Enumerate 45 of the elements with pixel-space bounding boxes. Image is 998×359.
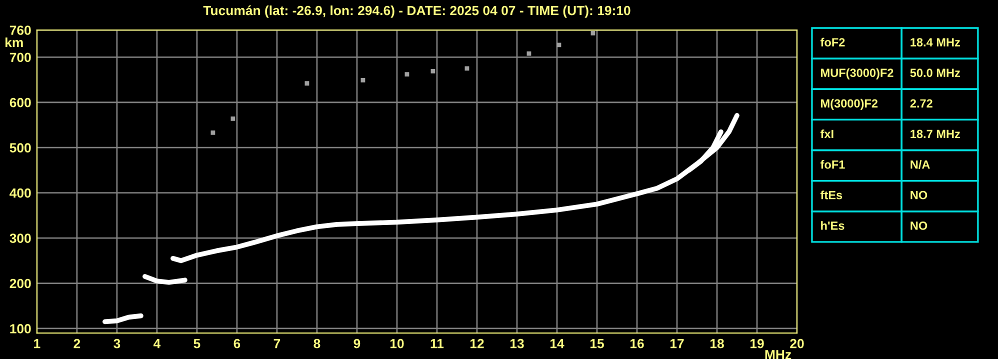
chart-title: Tucumán (lat: -26.9, lon: 294.6) - DATE: 2025 04 07 - TIME (UT): 19:10 xyxy=(203,5,630,18)
x-tick-label: 8 xyxy=(314,338,320,348)
y-axis-title: km xyxy=(6,37,23,48)
y-tick-label: 200 xyxy=(10,278,31,288)
y-tick-label: 500 xyxy=(10,143,31,153)
y-tick-label: 400 xyxy=(10,188,31,198)
text: N/A xyxy=(910,160,930,169)
y-tick-label: 600 xyxy=(10,98,31,108)
x-tick-label: 4 xyxy=(153,339,161,348)
x-tick-label: 20 xyxy=(790,338,804,348)
text: 50.0 MHz xyxy=(910,68,960,78)
x-tick-label: 12 xyxy=(470,338,484,348)
x-tick-label: 10 xyxy=(390,338,404,348)
text: NO xyxy=(910,221,928,230)
x-tick-label: 18 xyxy=(710,338,724,348)
x-tick-label: 15 xyxy=(590,339,604,348)
text: M(3000)F2 xyxy=(821,98,878,110)
x-tick-label: 14 xyxy=(550,339,564,348)
x-tick-label: 13 xyxy=(510,338,524,348)
x-tick-label: 11 xyxy=(430,339,444,348)
x-tick-label: 7 xyxy=(274,339,280,348)
text: h'Es xyxy=(821,221,844,230)
x-tick-label: 1 xyxy=(34,339,40,348)
y-tick-label: 100 xyxy=(10,324,31,334)
text: NO xyxy=(910,190,928,200)
text: 18.7 MHz xyxy=(910,130,960,138)
x-tick-label: 5 xyxy=(194,339,200,348)
y-tick-label: 300 xyxy=(10,234,31,243)
text: foF1 xyxy=(820,160,845,169)
x-axis-title: MHz xyxy=(765,350,792,359)
y-tick-label: 760 xyxy=(10,26,31,35)
x-tick-label: 3 xyxy=(114,338,120,348)
text: MUF(3000)F2 xyxy=(821,68,894,80)
text: fxI xyxy=(820,129,834,138)
text: foF2 xyxy=(820,38,845,46)
y-tick-label: 700 xyxy=(10,52,31,62)
x-tick-label: 16 xyxy=(630,338,644,348)
text: ftEs xyxy=(820,190,842,200)
x-tick-label: 2 xyxy=(74,338,80,348)
x-tick-label: 9 xyxy=(354,338,360,348)
text: 18.4 MHz xyxy=(910,38,960,46)
text: 2.72 xyxy=(910,99,932,108)
x-tick-label: 6 xyxy=(234,338,240,348)
x-tick-label: 19 xyxy=(750,338,764,348)
x-tick-label: 17 xyxy=(670,339,684,348)
